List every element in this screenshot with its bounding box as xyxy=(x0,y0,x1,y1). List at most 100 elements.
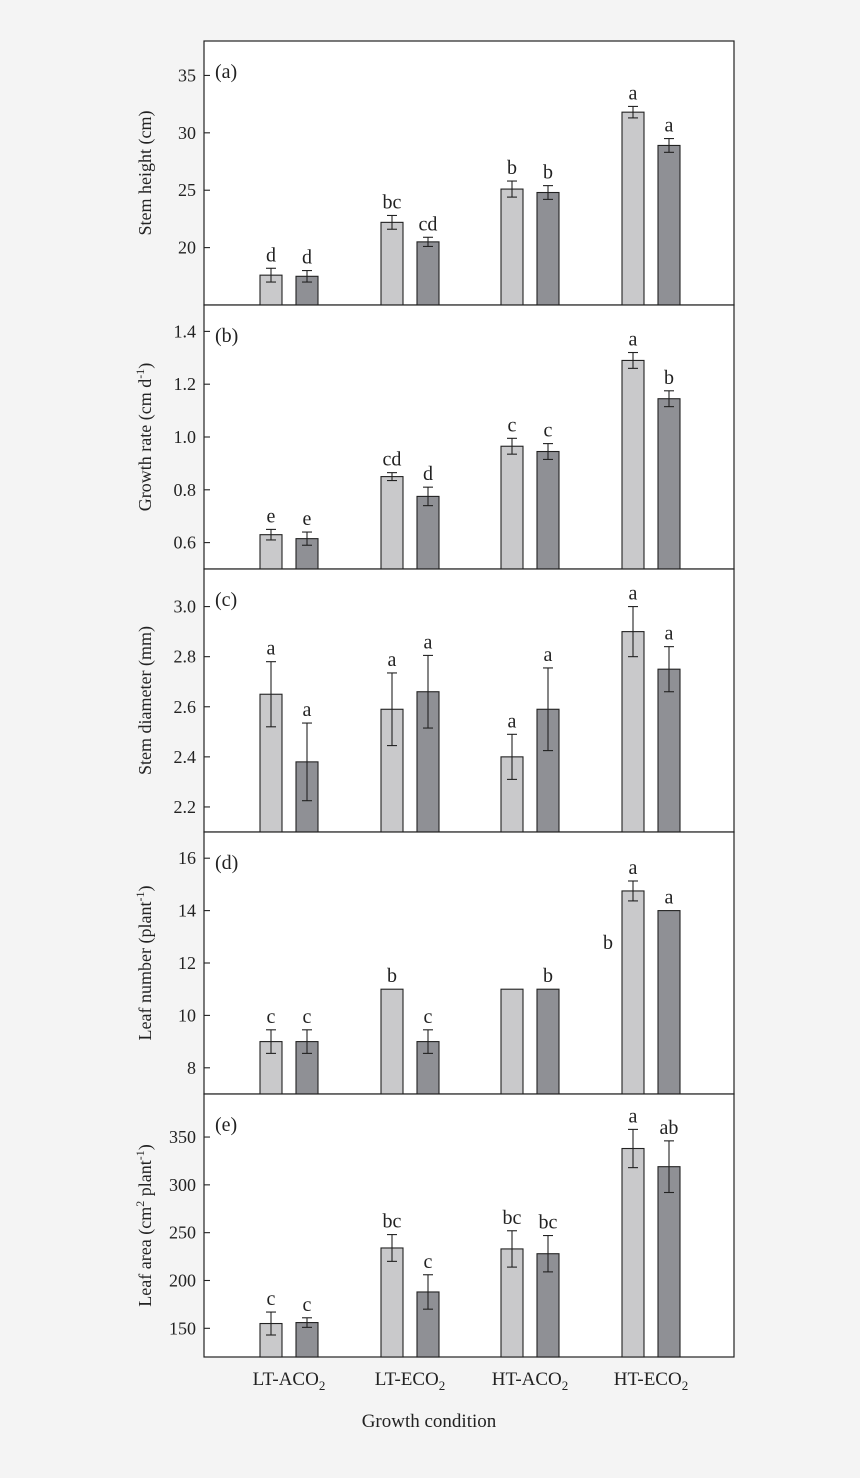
significance-letter: a xyxy=(629,1105,638,1127)
y-tick-label: 1.0 xyxy=(174,427,197,447)
y-tick-label: 30 xyxy=(178,123,196,143)
error-bar xyxy=(266,661,276,728)
x-tick-label-text: HT-ECO xyxy=(614,1369,682,1390)
error-bar xyxy=(628,606,638,658)
x-tick-labels: LT-ACO2 LT-ECO2 HT-ACO2 HT-ECO2 xyxy=(253,1369,689,1393)
significance-letter: e xyxy=(303,508,312,530)
significance-letter: b xyxy=(387,965,397,987)
panel-a: 20 25 30 35 (a) Stem height (cm) d bc b a d cd b a xyxy=(135,40,735,306)
y-axis-label: Stem diameter (mm) xyxy=(135,626,156,775)
x-axis-label: Growth condition xyxy=(362,1411,497,1432)
error-bar xyxy=(628,880,638,902)
y-axis-label: Growth rate (cm d-1) xyxy=(133,363,156,511)
y-tick-label: 0.6 xyxy=(174,533,197,553)
x-tick-label-subscript: 2 xyxy=(319,1378,326,1393)
bar xyxy=(657,668,681,833)
significance-letter: cd xyxy=(419,213,438,235)
error-bar xyxy=(302,1029,312,1054)
error-bar xyxy=(423,1274,433,1310)
bar xyxy=(380,476,404,570)
significance-letter: e xyxy=(267,505,276,527)
y-tick-label: 2.2 xyxy=(174,797,197,817)
panel-frame xyxy=(203,1093,735,1358)
bar xyxy=(621,631,645,833)
bar xyxy=(380,221,404,306)
y-axis-label-text: Leaf number (plant xyxy=(135,902,156,1041)
significance-letter: a xyxy=(665,623,674,645)
error-bar xyxy=(628,105,638,119)
y-axis-label-superscript: -1 xyxy=(133,1150,147,1160)
x-tick-label-subscript: 2 xyxy=(439,1378,446,1393)
x-tick-label: LT-ACO2 xyxy=(253,1369,326,1393)
x-tick-label-text: HT-ACO xyxy=(492,1369,562,1390)
significance-letter: b xyxy=(507,157,517,179)
y-axis-label-text: plant xyxy=(135,1160,155,1201)
error-bar xyxy=(302,1317,312,1328)
error-bar xyxy=(507,1230,517,1268)
panel-d: 8 10 12 14 16 (d) Leaf number (plant-1) c b a c c b a… xyxy=(133,831,735,1095)
error-bar xyxy=(507,733,517,780)
significance-letter: ab xyxy=(660,1117,679,1139)
bar xyxy=(380,988,404,1095)
y-tick-label: 35 xyxy=(178,65,196,85)
error-bar xyxy=(266,528,276,541)
bar xyxy=(621,1147,645,1358)
x-tick-label-text: LT-ACO xyxy=(253,1369,319,1390)
bar xyxy=(416,495,440,570)
significance-letter: a xyxy=(629,82,638,104)
panel-label: (e) xyxy=(215,1114,237,1136)
significance-letter: b xyxy=(664,367,674,389)
bar xyxy=(500,188,524,306)
y-tick-label: 2.6 xyxy=(174,697,197,717)
significance-letter: c xyxy=(424,1251,433,1273)
panel-label: (c) xyxy=(215,589,237,611)
y-axis-label: Stem height (cm) xyxy=(135,111,156,236)
y-tick-label: 14 xyxy=(178,901,196,921)
significance-letter: bc xyxy=(503,1207,522,1229)
y-axis-label-superscript: -1 xyxy=(133,369,147,379)
y-axis-label-text: Stem height (cm) xyxy=(135,111,156,236)
x-tick-label-subscript: 2 xyxy=(562,1378,569,1393)
significance-letter: bc xyxy=(539,1212,558,1234)
x-tick-label: LT-ECO2 xyxy=(375,1369,446,1393)
y-tick-label: 10 xyxy=(178,1005,196,1025)
y-axis-label: Leaf number (plant-1) xyxy=(133,886,156,1041)
x-tick-label-text: LT-ECO xyxy=(375,1369,439,1390)
bar xyxy=(657,398,681,570)
error-bar xyxy=(543,667,553,752)
significance-letter: a xyxy=(303,699,312,721)
panel-b: 0.6 0.8 1.0 1.2 1.4 (b) Growth rate (cm d-1) e c… xyxy=(133,304,735,570)
bar xyxy=(621,111,645,306)
error-bar xyxy=(543,443,553,460)
significance-letter: a xyxy=(267,638,276,660)
significance-letter: b xyxy=(603,932,613,954)
significance-letter: c xyxy=(303,1294,312,1316)
significance-letter: b xyxy=(543,965,553,987)
error-bar xyxy=(302,531,312,546)
significance-letter: d xyxy=(423,463,433,485)
y-axis-label-superscript: -1 xyxy=(133,892,147,902)
significance-letter: a xyxy=(508,710,517,732)
significance-letter: c xyxy=(424,1006,433,1028)
y-tick-label: 250 xyxy=(169,1223,196,1243)
y-tick-label: 2.4 xyxy=(174,747,197,767)
panel-label: (a) xyxy=(215,61,237,83)
y-tick-label: 12 xyxy=(178,953,196,973)
error-bar xyxy=(664,138,674,153)
y-tick-label: 150 xyxy=(169,1318,196,1338)
significance-letter: a xyxy=(424,631,433,653)
significance-letter: a xyxy=(665,115,674,137)
bar xyxy=(657,1166,681,1358)
error-bar xyxy=(664,646,674,693)
error-bar xyxy=(266,267,276,283)
y-tick-label: 300 xyxy=(169,1175,196,1195)
y-tick-label: 200 xyxy=(169,1270,196,1290)
panel-label: (d) xyxy=(215,852,238,874)
significance-letter: a xyxy=(629,329,638,351)
significance-letter: a xyxy=(629,583,638,605)
y-tick-label: 350 xyxy=(169,1127,196,1147)
error-bar xyxy=(302,722,312,802)
y-tick-label: 1.2 xyxy=(174,374,197,394)
